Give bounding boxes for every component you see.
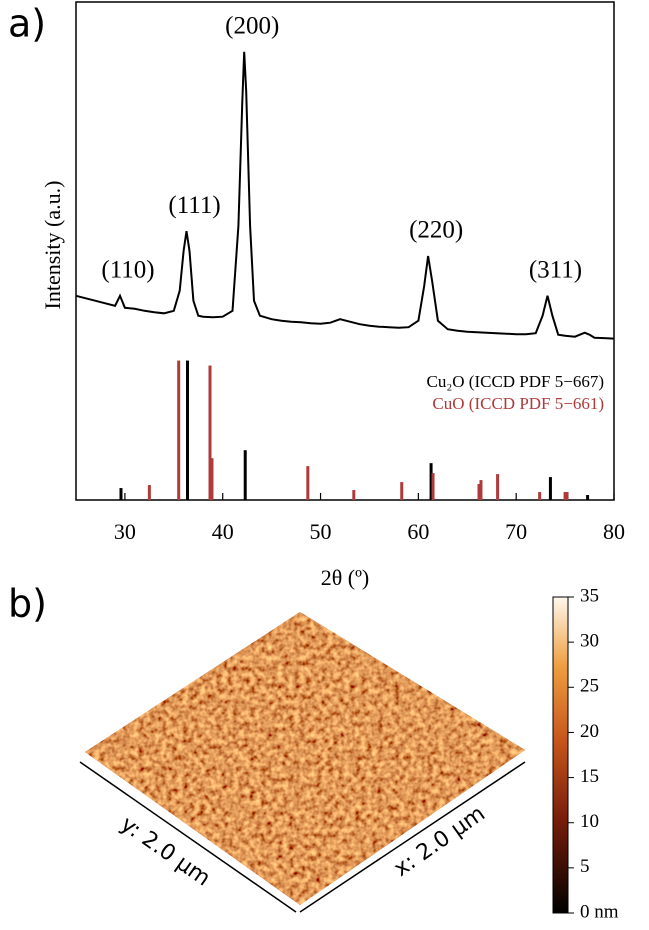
reference-line [306, 466, 309, 500]
reference-line [177, 361, 180, 500]
plot-frame [76, 2, 614, 500]
x-tick-label: 60 [407, 519, 429, 544]
reference-line [186, 361, 189, 500]
colorbar-tick-label: 0 nm [580, 901, 619, 922]
peak-label: (220) [409, 217, 463, 244]
reference-line [432, 473, 435, 500]
y-axis-label: Intensity (a.u.) [40, 181, 65, 310]
colorbar [553, 597, 568, 913]
reference-line [119, 488, 122, 500]
x-tick-label: 70 [505, 519, 527, 544]
reference-line [538, 492, 541, 500]
panel-label: b) [8, 582, 47, 626]
colorbar-tick-label: 10 [580, 811, 599, 832]
colorbar-tick-label: 20 [580, 721, 599, 742]
x-tick-label: 80 [603, 519, 625, 544]
reference-line [586, 495, 589, 500]
x-tick-label: 50 [310, 519, 332, 544]
xrd-trace [76, 52, 614, 339]
peak-label: (111) [168, 192, 220, 219]
reference-line [549, 477, 552, 500]
panel-label: a) [8, 2, 46, 46]
reference-line [479, 480, 482, 500]
legend-entry: Cu₂O (ICCD PDF 5−667) [426, 372, 604, 391]
afm-texture [85, 612, 525, 905]
x-tick-label: 30 [114, 519, 136, 544]
legend-entry: CuO (ICCD PDF 5−661) [432, 394, 604, 413]
colorbar-tick-label: 35 [580, 585, 599, 606]
colorbar-tick-label: 5 [580, 856, 590, 877]
reference-line [244, 450, 247, 500]
peak-label: (110) [101, 257, 154, 284]
reference-line [352, 490, 355, 500]
x-axis-label: 2θ (º) [321, 565, 370, 590]
reference-line [400, 482, 403, 500]
reference-line [210, 458, 213, 500]
reference-line [148, 485, 151, 500]
reference-line [566, 492, 569, 500]
peak-label: (200) [225, 13, 279, 40]
colorbar-tick-label: 25 [580, 676, 599, 697]
reference-line [496, 474, 499, 500]
colorbar-tick-label: 15 [580, 766, 599, 787]
peak-label: (311) [529, 257, 582, 284]
figure: a) 2θ (º) Intensity (a.u.) b) y: 2.0 µm … [0, 0, 649, 930]
x-tick-label: 40 [212, 519, 234, 544]
colorbar-tick-label: 30 [580, 631, 599, 652]
